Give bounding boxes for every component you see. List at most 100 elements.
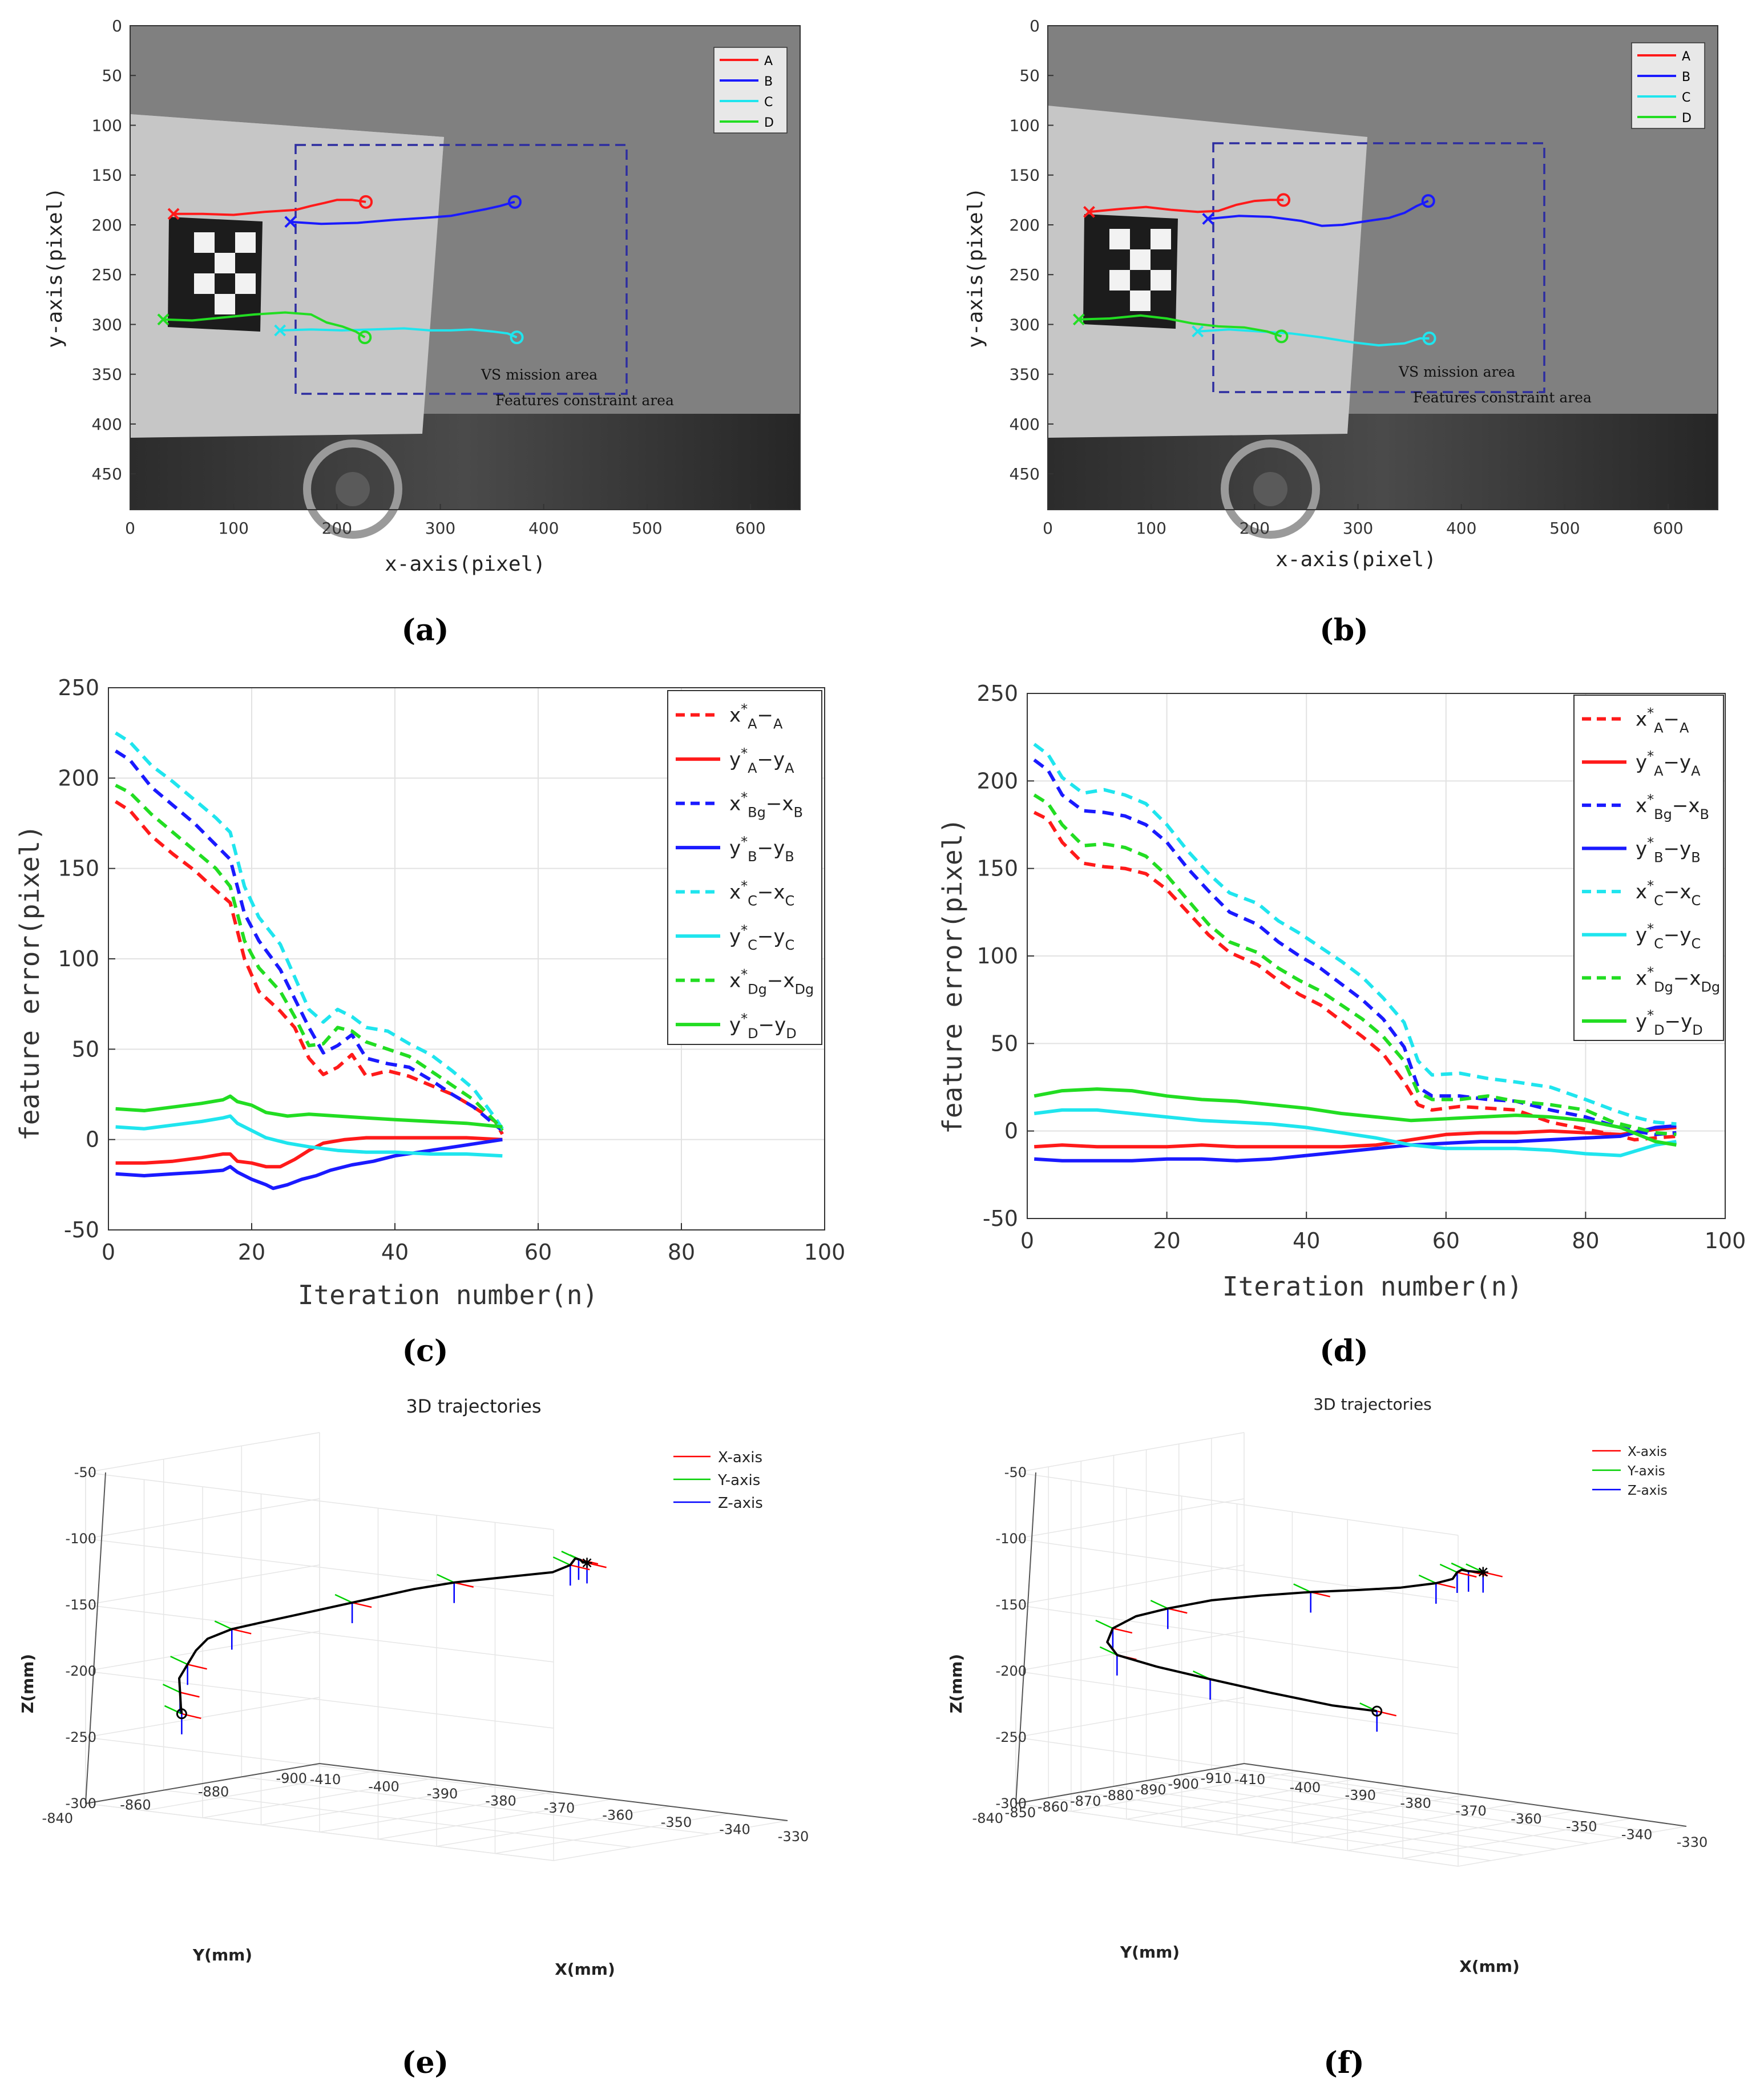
series-line-yA [115,1136,503,1169]
grid-line [1015,1671,1459,1734]
y-tick-label: -910 [1201,1770,1232,1786]
paper-sheet [130,114,444,438]
flange [1221,439,1320,539]
y-tick-label: 200 [58,765,99,790]
end-marker-b [507,195,522,209]
x-tick-label: 100 [1136,519,1166,538]
legend-label-yB: y*B−yB [1636,834,1701,865]
legend-label-xA: x*A−A [729,701,783,732]
y-tick-label: 0 [1004,1119,1018,1144]
grid-line [1178,1774,1621,1838]
frame-y-axis [214,1620,232,1630]
y-tick-label: -880 [1103,1788,1133,1803]
legend: x*A−A y*A−yA x*Bg−xB y*B−yB x*C−xC y*C−yC x*Dg… [1573,695,1724,1041]
end-marker-b [1421,194,1435,208]
grid-line [85,1737,554,1795]
legend-label-x-axis: X-axis [1628,1445,1667,1459]
series-line-yA [1034,1125,1677,1149]
x-tick-label: 100 [218,519,248,538]
frame-y-axis [1439,1563,1458,1573]
y-tick-label: 150 [976,856,1018,881]
series-line-xC [1033,743,1677,1126]
x-tick-label: -330 [1677,1834,1708,1850]
x-axis-label: Iteration number(n) [1222,1271,1523,1302]
z-tick-label: -50 [1004,1464,1027,1480]
z-tick-label: -300 [66,1796,96,1811]
grid-line [495,1813,729,1854]
frame-y-axis [1150,1600,1168,1609]
chart-title: 3D trajectories [1313,1395,1432,1414]
series-line-xB [114,749,504,1132]
frame-y-axis [1099,1646,1117,1656]
legend-label-d: D [1682,111,1692,126]
grid-line [1015,1432,1245,1473]
aruco-marker [168,217,263,332]
z-axis-label: Z(mm) [947,1654,966,1713]
frame-y-axis [437,1573,455,1583]
y-tick-label: 100 [976,943,1018,969]
x-tick-label: 80 [668,1240,695,1265]
start-marker-b [284,216,297,228]
frame-y-axis [1418,1574,1436,1584]
grid-line [85,1432,320,1473]
frame-x-axis [181,1713,201,1720]
y-tick-label: 400 [92,415,122,434]
start-marker-a [167,208,180,220]
y-tick-label: -50 [64,1217,99,1242]
legend-label-xC: x*C−xC [1636,878,1701,909]
axis-line [1015,1472,1036,1804]
axis-line [85,1763,320,1804]
y-tick-label: 250 [1010,265,1040,284]
frame-y-axis [334,1593,353,1604]
x-axis-label: Iteration number(n) [298,1280,598,1310]
x-tick-label: 500 [1549,519,1580,538]
end-marker-c [510,330,524,345]
x-tick-label: 600 [1653,519,1683,538]
x-tick-label: 300 [1343,519,1373,538]
panel-label-f: (f) [1323,2045,1365,2080]
y-axis-label: feature error(pixel) [937,818,968,1134]
y-tick-label: 50 [991,1031,1018,1056]
legend: x*A−A y*A−yA x*Bg−xB y*B−yB x*C−xC y*C−yC x*Dg… [667,690,822,1045]
x-tick-label: 400 [1446,519,1476,538]
x-tick-label: -380 [485,1793,516,1809]
x-tick-label: 500 [632,519,662,538]
legend-label-yD: y*D−yD [1636,1007,1703,1038]
y-tick-label: -880 [198,1784,229,1800]
axis-ticks: 0 100 200 300 400 500 600 0 50 100 150 200 250 300 350… [92,17,766,538]
z-tick-label: -250 [66,1729,96,1745]
y-tick-label: 250 [58,675,99,700]
y-tick-label: -850 [1005,1805,1036,1821]
y-tick-label: 50 [102,66,122,85]
legend-label-xA: x*A−A [1636,705,1689,736]
annotation-features-constraint-area: Features constraint area [495,392,674,409]
y-axis-label: feature error(pixel) [14,825,45,1141]
grid-line [1015,1564,1245,1605]
plot-frame [1027,693,1726,1219]
legend-label-y-axis: Y-axis [1627,1464,1665,1479]
end-marker-a [1277,193,1291,207]
frame-x-axis [352,1601,372,1608]
axis-line [1244,1763,1687,1827]
legend-label-y-axis: Y-axis [717,1472,760,1489]
z-axis-label: Z(mm) [18,1654,37,1713]
trajectory-line [178,1557,588,1714]
x-tick-label: -380 [1400,1795,1431,1811]
grid-line [1292,1802,1521,1843]
legend-label-xB: x*Bg−xB [1636,792,1709,822]
series-line-xB [1033,758,1677,1136]
legend-label-xD: x*Dg−xDg [729,967,814,998]
y-tick-label: 450 [1010,465,1040,483]
y-axis-label: Y(mm) [192,1946,252,1964]
legend: A B C D [713,47,788,134]
trajectory-b [290,200,515,225]
aruco-marker [1083,214,1178,329]
y-tick-label: 300 [1010,315,1040,334]
series-line-yC [1034,1108,1677,1157]
series-line-xA [1033,810,1677,1141]
trajectory-c [280,327,518,338]
start-marker-c [274,324,286,337]
series-line-yB [1034,1124,1677,1163]
x-tick-label: -340 [719,1822,750,1838]
end-marker-d [358,330,372,345]
